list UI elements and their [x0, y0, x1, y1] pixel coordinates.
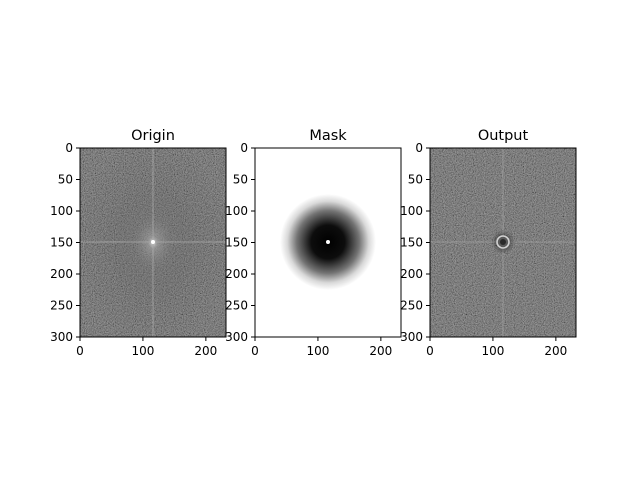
y-tick-label: 0	[240, 141, 248, 155]
y-tick-label: 0	[415, 141, 423, 155]
panel-title: Origin	[131, 128, 175, 144]
image-origin	[80, 148, 226, 337]
y-tick-label: 50	[408, 173, 423, 187]
y-tick-label: 150	[400, 236, 423, 250]
y-tick-label: 50	[58, 173, 73, 187]
panel-title: Output	[478, 128, 529, 144]
x-tick-label: 100	[306, 344, 329, 358]
y-tick-label: 100	[225, 204, 248, 218]
panel-title: Mask	[309, 128, 347, 144]
y-tick-label: 200	[225, 267, 248, 281]
panel-mask: Mask 0 100 200 0 50 100 150 200 250 300	[225, 128, 402, 358]
y-tick-label: 300	[225, 330, 248, 344]
image-mask	[255, 148, 401, 337]
x-tick-label: 200	[369, 344, 392, 358]
image-output	[430, 148, 576, 337]
y-tick-label: 250	[400, 299, 423, 313]
y-tick-label: 200	[400, 267, 423, 281]
y-tick-label: 100	[400, 204, 423, 218]
x-tick-label: 100	[481, 344, 504, 358]
y-tick-label: 200	[50, 267, 73, 281]
x-tick-label: 200	[194, 344, 217, 358]
y-tick-label: 300	[400, 330, 423, 344]
x-tick-label: 0	[76, 344, 84, 358]
y-tick-label: 250	[225, 299, 248, 313]
panel-origin: Origin 0 100 200 0 50 100 150 200 250 300	[50, 128, 227, 358]
panel-output: Output 0 100 200 0 50 100 150 200 250 300	[400, 128, 577, 358]
y-tick-label: 300	[50, 330, 73, 344]
y-tick-label: 100	[50, 204, 73, 218]
x-tick-label: 100	[131, 344, 154, 358]
y-tick-label: 250	[50, 299, 73, 313]
y-tick-label: 150	[225, 236, 248, 250]
y-tick-label: 50	[233, 173, 248, 187]
y-tick-label: 0	[65, 141, 73, 155]
x-tick-label: 200	[544, 344, 567, 358]
x-tick-label: 0	[426, 344, 434, 358]
x-tick-label: 0	[251, 344, 259, 358]
y-tick-label: 150	[50, 236, 73, 250]
